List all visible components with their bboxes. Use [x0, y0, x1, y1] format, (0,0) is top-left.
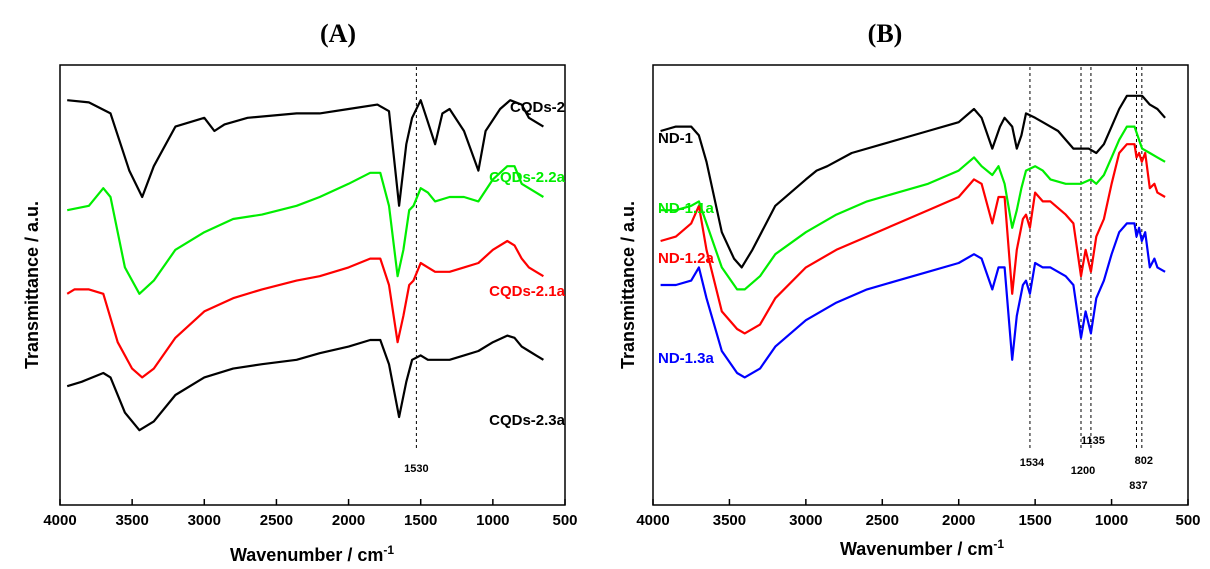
panel-a-x-axis-title: Wavenumber / cm-1: [230, 543, 394, 565]
series-label-nd-1-3a: ND-1.3a: [658, 350, 715, 367]
annotation-label-1200: 1200: [1071, 465, 1095, 477]
x-tick-label-2500: 2500: [260, 512, 293, 529]
annotation-label-1534: 1534: [1020, 457, 1045, 469]
series-label-nd-1-2a: ND-1.2a: [658, 250, 715, 267]
series-label-nd-1-1a: ND-1.1a: [658, 200, 715, 217]
series-line-cqds-2-1a: [66, 239, 544, 379]
panel-b-y-axis-title: Transmittance / a.u.: [618, 201, 638, 369]
x-tick-label-3500: 3500: [115, 512, 148, 529]
panel-a-title: (A): [320, 19, 356, 48]
series-line-cqds-2-3a: [66, 334, 544, 432]
panel-b-title: (B): [868, 19, 903, 48]
panel-a-annotations: 1530: [404, 67, 429, 475]
panel-b-plot-frame: [652, 64, 1189, 506]
panel-b-annotations: 1534 1200 1135 837 802: [1020, 67, 1153, 492]
panel-a-x-ticks: 4000 3500 3000 2500 2000 1500 1000 500: [43, 499, 578, 529]
x-tick-label-4000: 4000: [636, 512, 669, 529]
x-tick-label-2000: 2000: [332, 512, 365, 529]
series-line-nd-1-1a: [660, 125, 1166, 291]
x-tick-label-3000: 3000: [188, 512, 221, 529]
series-label-cqds-2: CQDs-2: [510, 99, 565, 116]
annotation-label-1530: 1530: [404, 463, 428, 475]
x-tick-label-3000: 3000: [789, 512, 822, 529]
series-line-nd-1-2a: [660, 143, 1166, 335]
annotation-label-1135: 1135: [1081, 435, 1105, 447]
x-tick-label-500: 500: [552, 512, 577, 529]
annotation-label-837: 837: [1129, 480, 1147, 492]
x-tick-label-1500: 1500: [1018, 512, 1051, 529]
panel-a-series-labels: CQDs-2 CQDs-2.2a CQDs-2.1a CQDs-2.3a: [489, 99, 566, 429]
series-label-cqds-2-2a: CQDs-2.2a: [489, 169, 566, 186]
x-tick-label-3500: 3500: [713, 512, 746, 529]
panel-b-x-ticks: 4000 3500 3000 2500 2000 1500 1000 500: [636, 499, 1201, 529]
x-tick-label-2000: 2000: [942, 512, 975, 529]
panel-b-series: [660, 94, 1166, 379]
series-label-cqds-2-1a: CQDs-2.1a: [489, 283, 566, 300]
panel-a-y-axis-title: Transmittance / a.u.: [22, 201, 42, 369]
x-tick-label-4000: 4000: [43, 512, 76, 529]
x-tick-label-1500: 1500: [404, 512, 437, 529]
series-line-nd-1-3a: [660, 222, 1166, 379]
annotation-label-802: 802: [1135, 455, 1153, 467]
series-line-cqds-2: [67, 99, 544, 207]
panel-b-x-axis-title: Wavenumber / cm-1: [840, 537, 1004, 559]
panel-a-plot-frame: [59, 64, 566, 506]
panel-a: (A) 1530 4000 3500 3000 2500 2000 1500 1000 500…: [22, 19, 578, 565]
x-tick-label-1000: 1000: [476, 512, 509, 529]
series-label-cqds-2-3a: CQDs-2.3a: [489, 412, 566, 429]
series-label-nd-1: ND-1: [658, 130, 693, 147]
x-tick-label-1000: 1000: [1095, 512, 1128, 529]
x-tick-label-2500: 2500: [866, 512, 899, 529]
panel-a-series: [66, 99, 544, 432]
panel-b-series-labels: ND-1 ND-1.1a ND-1.2a ND-1.3a: [658, 130, 715, 367]
x-tick-label-500: 500: [1175, 512, 1200, 529]
panel-b: (B) 1534 1200 1135 837 802 4000 3500 3000 2500 2…: [618, 19, 1201, 559]
series-line-nd-1: [660, 94, 1166, 269]
series-line-cqds-2-2a: [66, 165, 544, 295]
